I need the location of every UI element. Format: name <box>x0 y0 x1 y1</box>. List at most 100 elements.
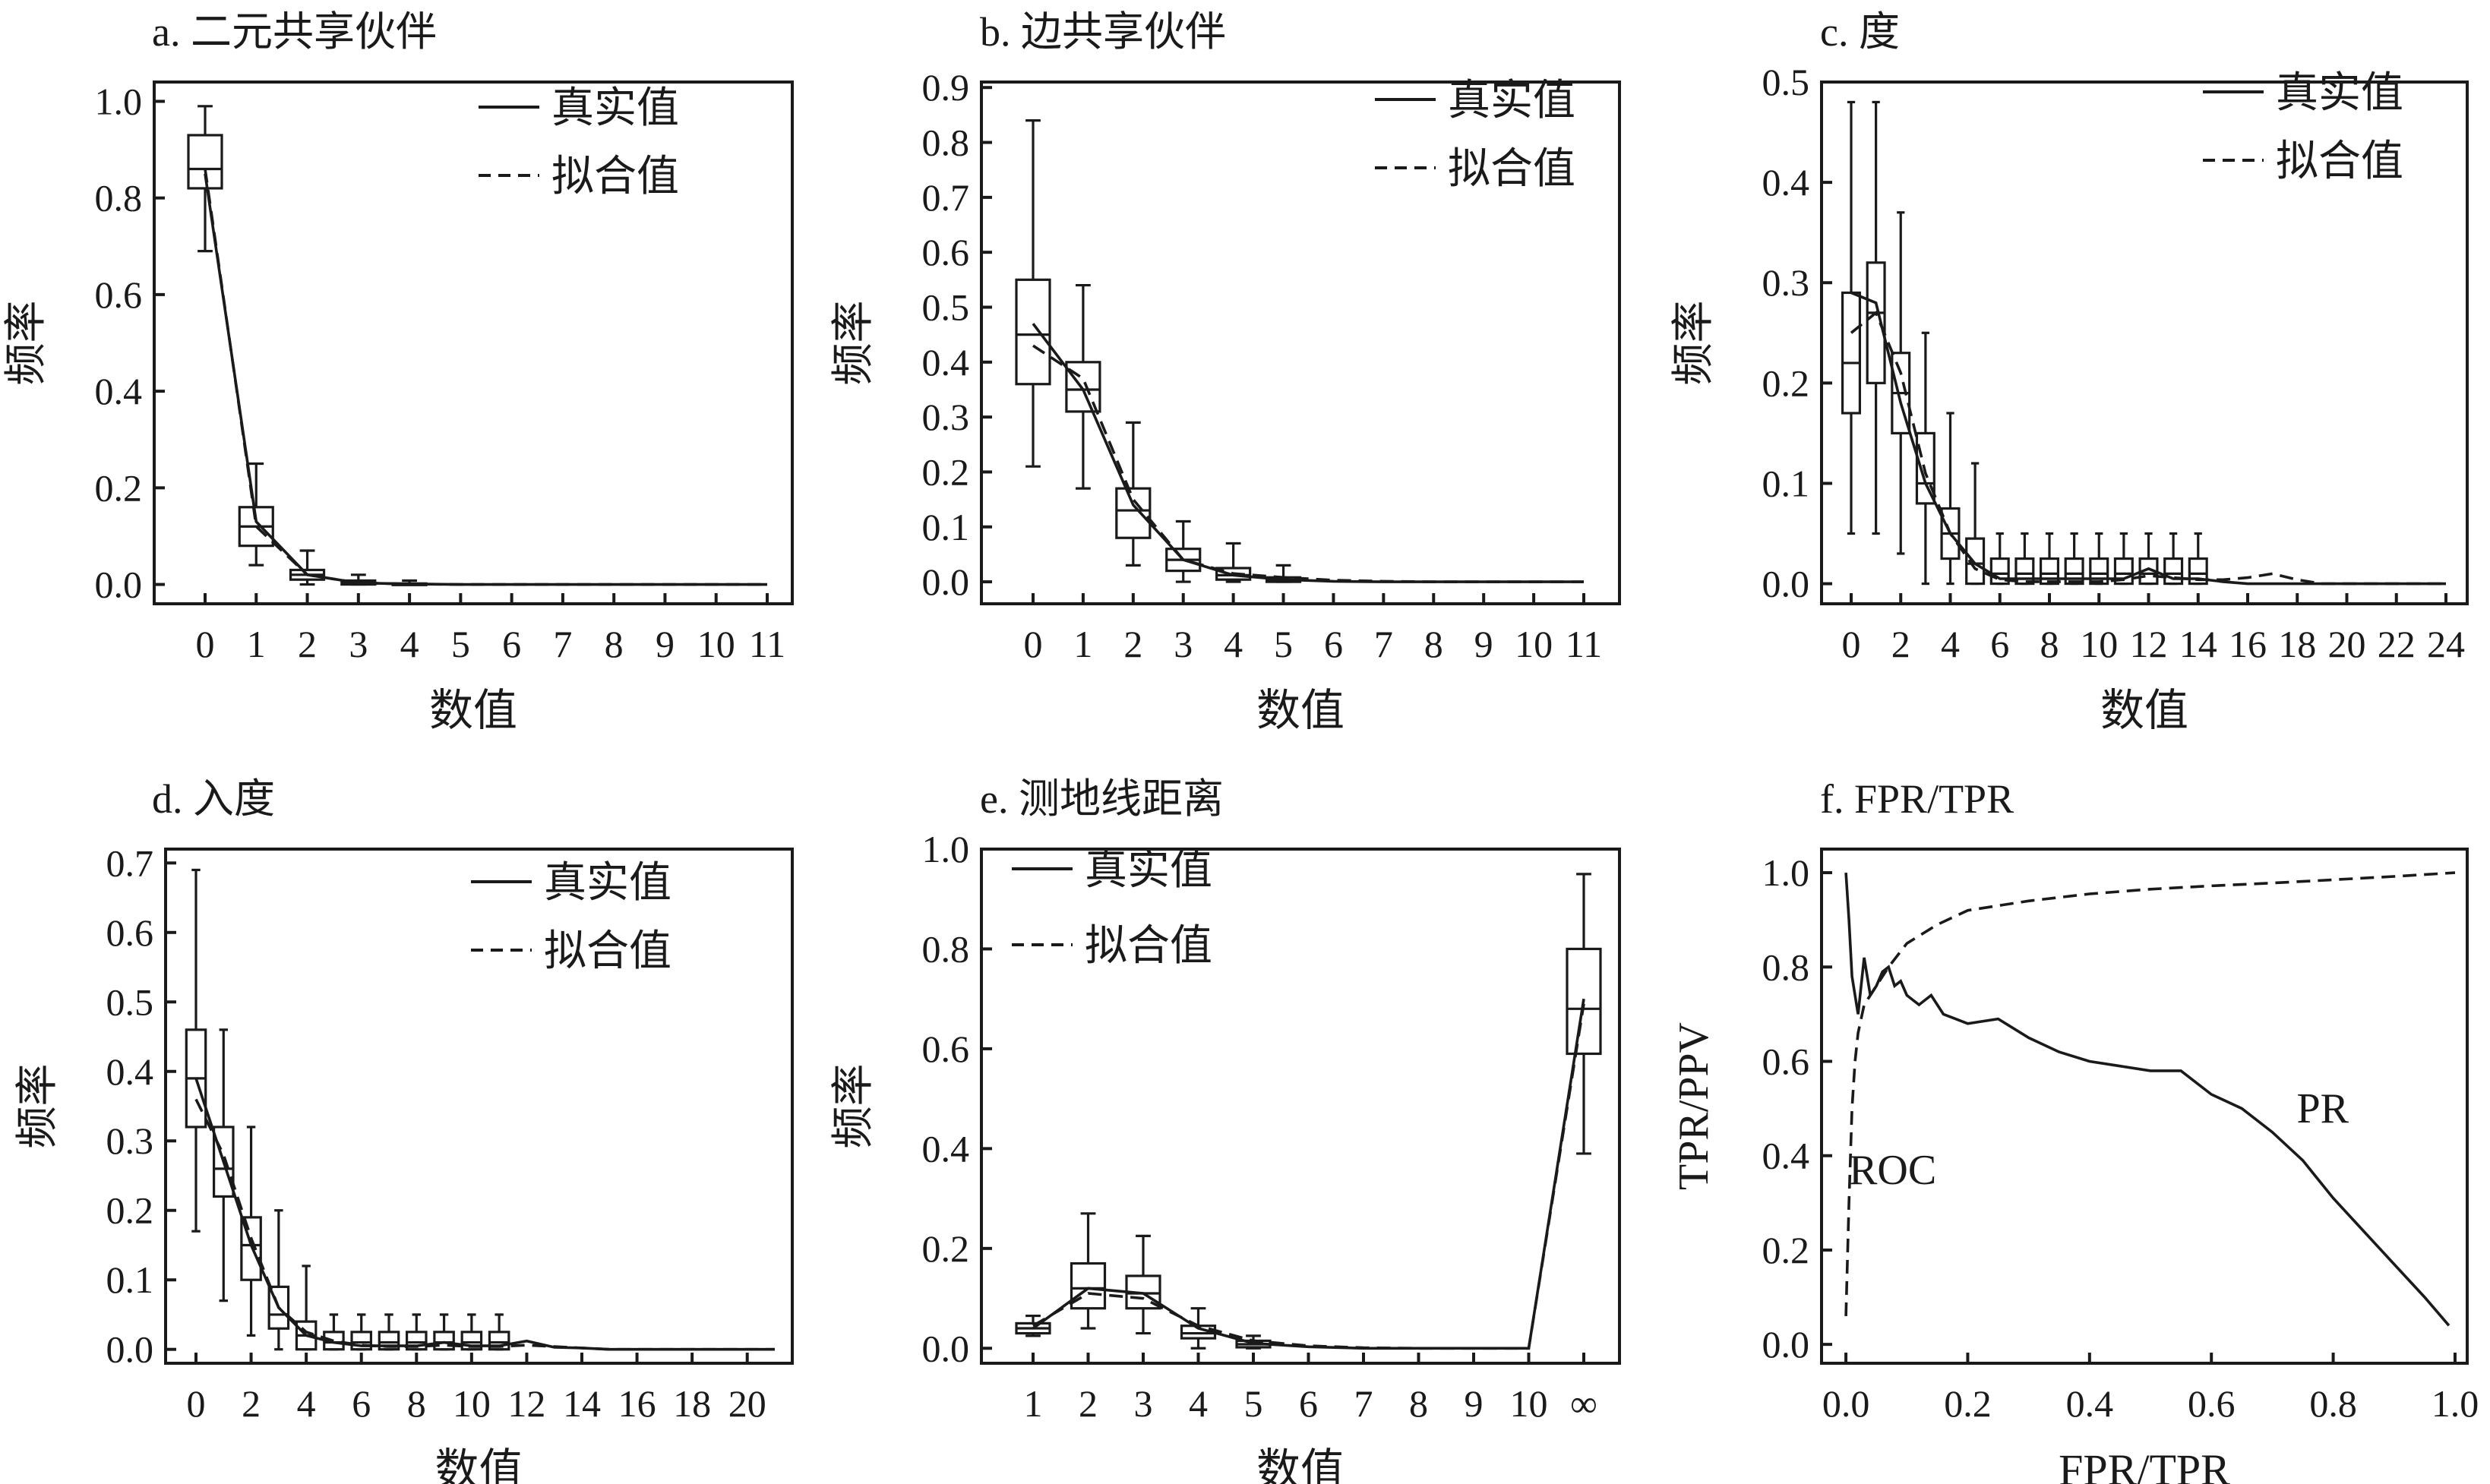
boxplot-1 <box>238 462 274 567</box>
x-tick-label: 0 <box>1842 623 1861 665</box>
y-tick-label: 0.6 <box>106 911 154 954</box>
series-fit-line <box>194 1098 775 1351</box>
x-tick-label: 11 <box>1566 623 1602 665</box>
x-tick-label: 3 <box>349 623 368 665</box>
x-tick-label: 3 <box>1134 1382 1153 1425</box>
panel-title: b. 边共享伙伴 <box>980 9 1226 55</box>
x-tick-label: 1 <box>247 623 266 665</box>
legend-fit-label: 拟合值 <box>2276 138 2403 185</box>
boxplot-3 <box>1165 519 1202 583</box>
x-tick-label: 0.6 <box>2188 1382 2236 1425</box>
x-tick-label: 20 <box>728 1382 766 1425</box>
x-tick-label: 4 <box>1224 623 1243 665</box>
series-fit-line <box>1032 344 1584 583</box>
x-tick-label: 10 <box>2080 623 2118 665</box>
x-tick-label: 5 <box>1244 1382 1263 1425</box>
x-axis-label: 数值 <box>434 1445 523 1484</box>
x-tick-label: 4 <box>1189 1382 1208 1425</box>
panel-title: f. FPR/TPR <box>1820 776 2014 822</box>
y-axis-label: 频率 <box>14 1064 62 1149</box>
y-tick-label: 0.6 <box>922 1028 970 1070</box>
legend-fit-label: 拟合值 <box>551 153 679 200</box>
y-tick-label: 0.2 <box>95 466 143 509</box>
y-tick-label: 0.6 <box>922 231 970 273</box>
y-tick-label: 0.0 <box>1762 563 1810 605</box>
x-tick-label: 24 <box>2427 623 2465 665</box>
plot-frame <box>980 848 1621 1365</box>
boxplot-3 <box>267 1209 290 1351</box>
x-tick-label: 10 <box>453 1382 491 1425</box>
y-tick-label: 0.6 <box>1762 1040 1810 1082</box>
y-axis-label: TPR/PPV <box>1670 1022 1717 1190</box>
panel-title: a. 二元共享伙伴 <box>152 9 437 55</box>
boxplot-1 <box>1866 100 1886 535</box>
y-tick-label: 0.5 <box>106 980 154 1023</box>
y-tick-label: 1.0 <box>1762 851 1810 894</box>
y-tick-label: 1.0 <box>95 80 143 122</box>
boxplot-0 <box>1841 100 1862 535</box>
boxplot-4 <box>1940 412 1961 586</box>
x-tick-label: 2 <box>242 1382 261 1425</box>
boxplot-2 <box>1070 1212 1107 1330</box>
boxplot-8 <box>2039 532 2060 586</box>
boxplot-9 <box>2064 532 2084 586</box>
boxplot-1 <box>1065 283 1101 490</box>
boxplot-0 <box>185 868 207 1233</box>
x-tick-label: 22 <box>2378 623 2416 665</box>
x-tick-label: 7 <box>1354 1382 1373 1425</box>
x-tick-label: 18 <box>673 1382 711 1425</box>
x-tick-label: 6 <box>1324 623 1343 665</box>
annotation-roc: ROC <box>1849 1147 1936 1194</box>
x-axis-label: 数值 <box>429 686 517 735</box>
x-tick-label: 6 <box>502 623 521 665</box>
boxplot-5 <box>1965 462 1986 586</box>
legend-fit-label: 拟合值 <box>1085 923 1212 970</box>
x-axis-label: 数值 <box>1256 1445 1345 1484</box>
x-tick-label: 6 <box>1990 623 2009 665</box>
x-tick-label: 14 <box>563 1382 601 1425</box>
x-tick-label: 0.0 <box>1822 1382 1870 1425</box>
y-tick-label: 0.3 <box>922 396 970 438</box>
y-tick-label: 0.9 <box>922 66 970 109</box>
y-tick-label: 0.8 <box>922 927 970 970</box>
x-tick-label: 8 <box>1409 1382 1428 1425</box>
y-tick-label: 0.0 <box>1762 1323 1810 1366</box>
x-tick-label: 16 <box>2229 623 2267 665</box>
y-tick-label: 0.6 <box>95 273 143 316</box>
plot-frame <box>153 81 794 605</box>
y-tick-label: 0.4 <box>106 1050 154 1093</box>
x-tick-label: 0 <box>187 1382 206 1425</box>
x-tick-label: 6 <box>1299 1382 1318 1425</box>
x-tick-label: 2 <box>1123 623 1142 665</box>
x-tick-label: ∞ <box>1570 1382 1597 1425</box>
x-tick-label: 10 <box>697 623 735 665</box>
legend-fit-label: 拟合值 <box>1448 146 1575 193</box>
legend-real-label: 真实值 <box>544 860 671 907</box>
y-tick-label: 0.0 <box>95 564 143 606</box>
y-tick-label: 0.3 <box>106 1119 154 1162</box>
y-tick-label: 0.0 <box>922 560 970 603</box>
x-tick-label: 2 <box>1079 1382 1098 1425</box>
x-tick-label: 8 <box>1424 623 1443 665</box>
x-tick-label: 1 <box>1073 623 1092 665</box>
y-tick-label: 0.1 <box>106 1258 154 1301</box>
x-tick-label: 4 <box>1941 623 1960 665</box>
box-iqr <box>1866 261 1886 384</box>
legend-real-label: 真实值 <box>1085 847 1212 894</box>
x-tick-label: 4 <box>400 623 419 665</box>
x-tick-label: 9 <box>1474 623 1493 665</box>
plot-frame <box>164 848 794 1365</box>
y-tick-label: 0.8 <box>1762 946 1810 988</box>
boxplot-2 <box>240 1126 262 1337</box>
x-axis-label: FPR/TPR <box>2059 1445 2230 1484</box>
y-tick-label: 0.0 <box>922 1327 970 1369</box>
y-tick-label: 0.8 <box>95 177 143 219</box>
